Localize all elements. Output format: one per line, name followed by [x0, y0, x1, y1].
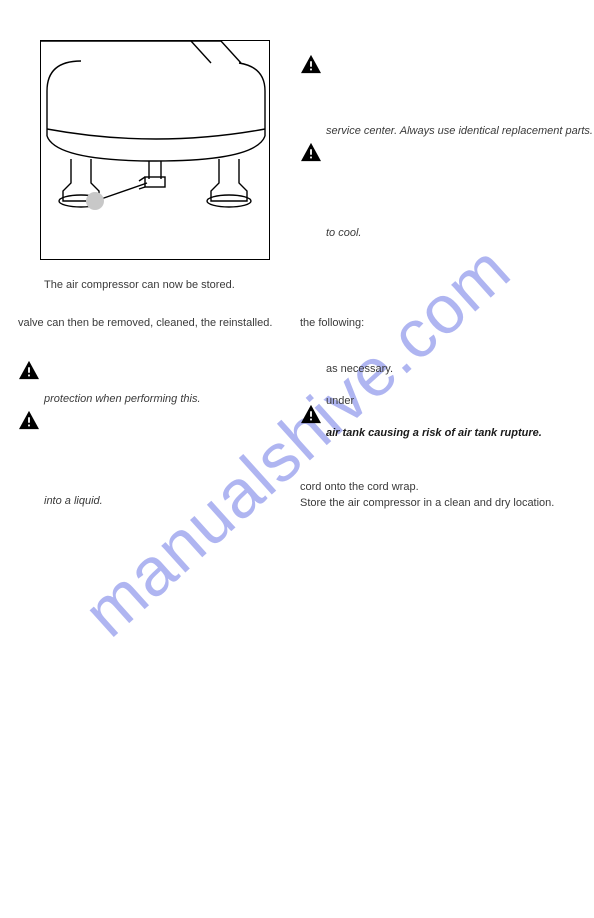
warning-icon [300, 142, 322, 162]
text-necessary: as necessary. [326, 362, 393, 377]
compressor-diagram [40, 40, 270, 260]
text-cord: cord onto the cord wrap. [300, 480, 419, 495]
text-under: under [326, 394, 354, 409]
text-valve: valve can then be removed, cleaned, the … [18, 316, 272, 331]
text-stored: The air compressor can now be stored. [44, 278, 235, 293]
text-following: the following: [300, 316, 364, 331]
text-liquid: into a liquid. [44, 494, 103, 509]
text-service: service center. Always use identical rep… [326, 124, 593, 139]
text-store: Store the air compressor in a clean and … [300, 496, 554, 511]
warning-icon [300, 54, 322, 74]
text-cool: to cool. [326, 226, 361, 241]
page: manualshive.com [0, 0, 594, 918]
warning-icon [18, 360, 40, 380]
warning-icon [300, 404, 322, 424]
diagram-svg [41, 41, 271, 261]
text-rupture: air tank causing a risk of air tank rupt… [326, 426, 542, 441]
warning-icon [18, 410, 40, 430]
text-protection: protection when performing this. [44, 392, 201, 407]
